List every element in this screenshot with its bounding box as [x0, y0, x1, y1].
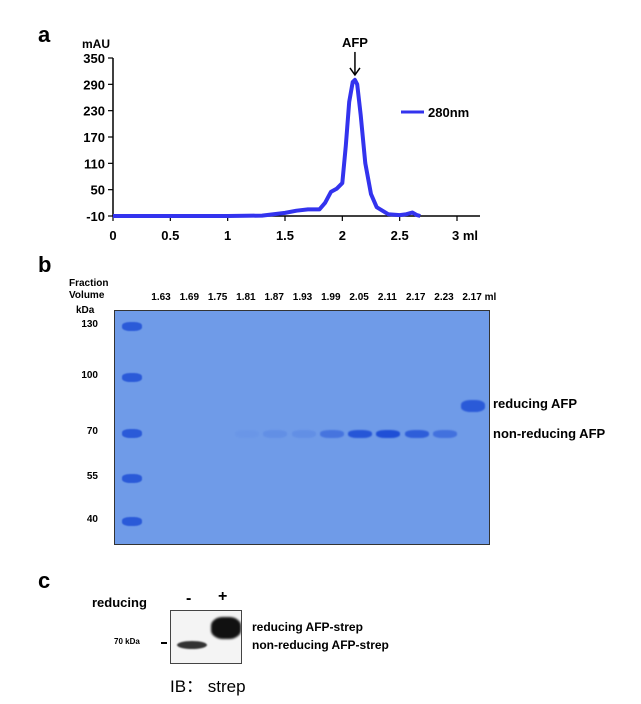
x-tick-label: 1.5 — [276, 228, 294, 243]
sds-page-gel — [114, 310, 490, 545]
non-reducing-afp-band — [319, 430, 344, 438]
y-tick-label: 170 — [83, 130, 105, 145]
non-reducing-afp-band — [433, 430, 457, 438]
ladder-band — [122, 322, 142, 331]
non-reducing-afp-band — [291, 430, 316, 438]
lane-label: 2.05 — [349, 292, 369, 303]
reducing-condition-label: reducing — [92, 595, 147, 610]
header-line-1: Fraction — [69, 278, 109, 289]
y-tick-label: -10 — [86, 209, 105, 224]
lane-label: 2.23 — [434, 292, 454, 303]
panel-label-b: b — [38, 252, 52, 277]
y-tick-label: 350 — [83, 51, 105, 66]
ladder-band — [122, 474, 142, 483]
peak-annotation: AFP — [342, 35, 368, 50]
lane-label: 1.81 — [236, 292, 256, 303]
x-tick-label: 0 — [109, 228, 116, 243]
reducing-blot-band — [211, 617, 241, 639]
ladder-band — [122, 517, 142, 526]
reducing-afp-band — [461, 400, 486, 412]
lane-label: 2.17 ml — [462, 292, 497, 303]
marker-label: 100 — [81, 370, 98, 381]
marker-label: 70 — [86, 426, 98, 437]
x-tick-label: 0.5 — [161, 228, 179, 243]
lane-plus: + — [218, 588, 228, 605]
x-tick-label: 1 — [224, 228, 231, 243]
down-arrow-icon — [349, 51, 361, 77]
non-reducing-afp-band — [348, 430, 373, 438]
panel-label-c: c — [38, 568, 51, 593]
lane-label: 1.63 — [151, 292, 171, 303]
y-axis: 350 290 230 170 110 50 -10 — [83, 51, 114, 224]
non-reducing-afp-band — [404, 430, 429, 438]
x-tick-label: 3 ml — [452, 228, 478, 243]
non-reducing-blot-band — [177, 641, 207, 649]
y-tick-label: 50 — [91, 183, 105, 198]
series-line-280nm — [113, 77, 421, 218]
legend-label: 280nm — [428, 105, 469, 120]
non-reducing-afp-band — [376, 430, 401, 438]
fraction-volume-header: Fraction Volume — [69, 278, 108, 302]
x-tick-label: 2.5 — [391, 228, 409, 243]
lane-label: 2.11 — [377, 292, 397, 303]
lane-label: 1.69 — [179, 292, 200, 303]
kda-label: kDa — [76, 305, 95, 316]
lane-minus: - — [186, 590, 192, 607]
y-axis-label: mAU — [82, 37, 110, 51]
lane-label: 1.99 — [321, 292, 341, 303]
lane-label: 1.93 — [292, 292, 313, 303]
y-tick-label: 290 — [83, 77, 105, 92]
non-reducing-afp-strep-label: non-reducing AFP-strep — [252, 638, 389, 652]
x-tick-label: 2 — [339, 228, 346, 243]
marker-70kda-label: 70 kDa — [114, 637, 140, 646]
lane-label: 1.75 — [207, 292, 228, 303]
ladder-band — [122, 373, 142, 382]
lane-label: 1.87 — [264, 292, 284, 303]
non-reducing-afp-label: non-reducing AFP — [493, 426, 606, 441]
header-line-2: Volume — [69, 290, 105, 301]
reducing-afp-strep-label: reducing AFP-strep — [252, 620, 363, 634]
ladder-band — [122, 429, 142, 438]
western-blot — [170, 610, 242, 664]
lane-label: 2.17 — [405, 292, 426, 303]
y-tick-label: 110 — [84, 156, 105, 171]
antibody-label: IB： strep — [170, 677, 246, 696]
marker-label: 130 — [81, 319, 98, 330]
marker-label: 55 — [86, 471, 98, 482]
y-tick-label: 230 — [83, 104, 105, 119]
marker-tick — [161, 642, 167, 644]
non-reducing-afp-band — [234, 430, 259, 438]
x-axis: 0 0.5 1 1.5 2 2.5 3 ml — [109, 215, 480, 243]
panel-label-a: a — [38, 22, 51, 47]
chromatogram-chart: mAU 350 290 230 170 110 50 -10 0 0.5 1 1.5 2 2.5 3 m… — [82, 35, 480, 243]
non-reducing-afp-band — [263, 430, 288, 438]
marker-label: 40 — [86, 514, 98, 525]
reducing-afp-label: reducing AFP — [493, 396, 578, 411]
